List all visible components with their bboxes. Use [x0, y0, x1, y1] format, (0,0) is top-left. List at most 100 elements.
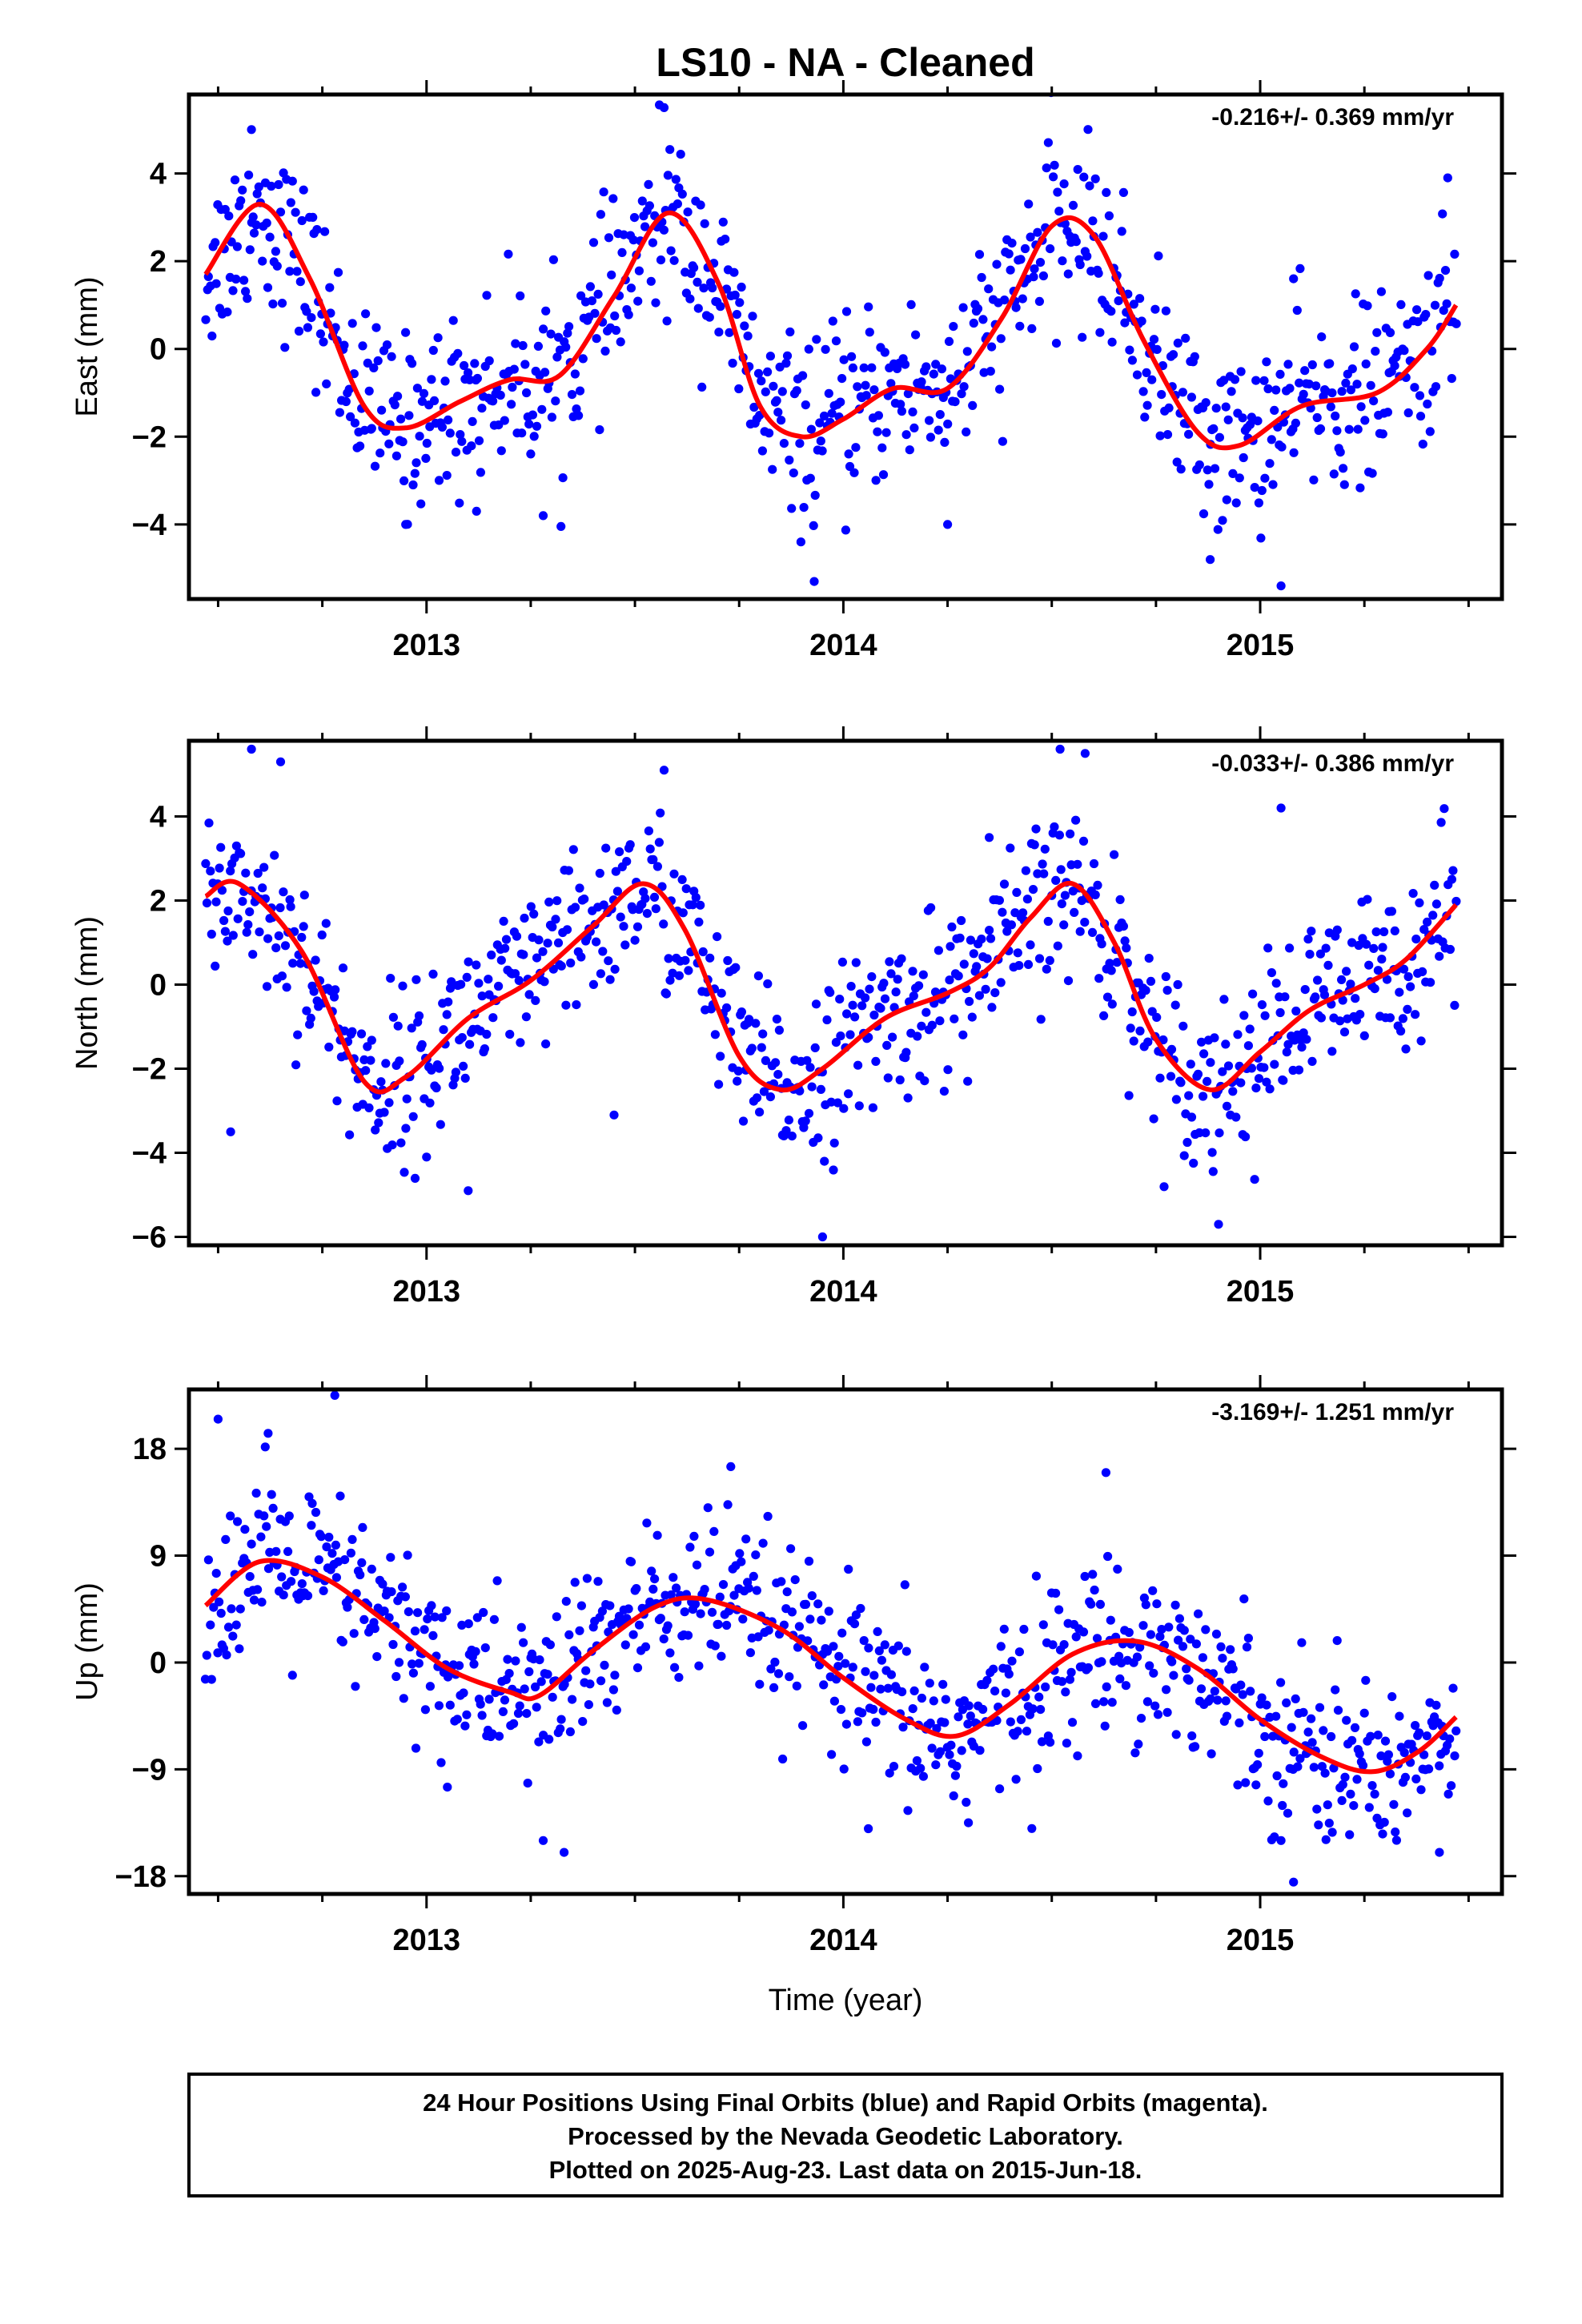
y-tick-label: 9	[150, 1540, 167, 1574]
data-point	[992, 259, 1002, 269]
data-point	[567, 390, 577, 400]
data-point	[1344, 424, 1354, 434]
data-point	[632, 922, 643, 931]
data-point	[460, 360, 469, 371]
data-point	[1157, 1625, 1166, 1634]
data-point	[1209, 424, 1219, 433]
data-point	[248, 950, 258, 959]
data-point	[665, 145, 675, 155]
data-point	[496, 955, 506, 965]
data-point	[1415, 412, 1426, 421]
data-point	[477, 404, 487, 413]
data-point	[665, 1648, 675, 1658]
data-point	[1413, 317, 1423, 327]
data-point	[1042, 163, 1051, 173]
data-point	[954, 971, 963, 981]
data-point	[521, 1012, 532, 1022]
data-point	[444, 415, 453, 425]
data-point	[277, 1572, 287, 1582]
fit-curve-east	[203, 201, 1459, 451]
data-point	[597, 1606, 608, 1616]
y-tick-label: −2	[132, 420, 167, 454]
data-point	[787, 504, 797, 513]
data-point	[713, 1619, 723, 1629]
data-point	[666, 246, 676, 255]
data-point	[576, 291, 586, 300]
data-point	[340, 1555, 350, 1565]
data-point	[528, 410, 538, 420]
data-point	[1338, 995, 1347, 1005]
data-point	[829, 1138, 839, 1148]
data-point	[605, 1601, 615, 1610]
data-point	[1358, 1761, 1368, 1771]
data-point	[403, 1550, 412, 1560]
data-point	[737, 1557, 746, 1566]
data-point	[1346, 1789, 1355, 1799]
data-point	[1129, 1036, 1138, 1046]
data-point	[523, 1779, 532, 1788]
data-point	[552, 896, 562, 906]
data-point	[1359, 1708, 1369, 1718]
data-point	[846, 982, 856, 991]
data-point	[280, 343, 290, 352]
data-point	[251, 1488, 261, 1498]
data-point	[1423, 399, 1432, 409]
data-point	[1059, 1640, 1069, 1650]
data-point	[511, 1656, 520, 1666]
data-point	[231, 841, 241, 850]
data-point	[369, 363, 379, 372]
data-point	[817, 446, 827, 456]
data-point	[1210, 1033, 1219, 1043]
data-point	[1341, 378, 1351, 388]
data-point	[1373, 966, 1383, 975]
data-point	[1114, 296, 1123, 306]
data-point	[267, 181, 276, 191]
data-point	[678, 908, 688, 918]
y-tick-label: 2	[150, 245, 167, 279]
data-point	[1039, 869, 1049, 879]
rate-annotation-up: -3.169+/- 1.251 mm/yr	[1211, 1399, 1454, 1425]
data-point	[779, 439, 789, 448]
data-point	[723, 955, 733, 966]
data-point	[1203, 465, 1212, 475]
data-point	[957, 915, 966, 926]
data-point	[1235, 1718, 1244, 1727]
data-point	[329, 992, 339, 1002]
data-point-outlier	[1289, 274, 1299, 283]
data-point	[1107, 1698, 1117, 1707]
data-point	[1329, 469, 1339, 479]
data-point	[1028, 1704, 1038, 1714]
data-point	[670, 1663, 680, 1672]
data-point	[1078, 836, 1089, 846]
data-point	[345, 1130, 355, 1140]
data-point	[505, 1029, 515, 1039]
data-point	[849, 468, 859, 477]
data-point	[1221, 402, 1231, 412]
data-point	[1022, 1727, 1032, 1736]
data-point	[1295, 263, 1305, 273]
data-point	[656, 808, 665, 818]
data-point	[1115, 1674, 1125, 1683]
data-point	[616, 337, 625, 347]
data-point	[1243, 1041, 1253, 1051]
data-point	[916, 1763, 926, 1773]
data-point-outlier	[1055, 744, 1065, 754]
data-point	[1324, 1819, 1334, 1828]
data-point	[1027, 1823, 1037, 1833]
data-point	[1086, 1599, 1096, 1609]
data-point	[507, 400, 516, 409]
data-point	[1083, 125, 1093, 135]
data-point	[488, 1729, 497, 1739]
data-point	[1006, 265, 1015, 275]
data-point	[817, 1615, 826, 1625]
data-point	[624, 1604, 633, 1614]
data-point	[593, 289, 603, 299]
data-point	[1333, 1706, 1343, 1715]
data-point	[722, 1620, 732, 1630]
data-point	[718, 217, 728, 227]
data-point	[1277, 442, 1287, 452]
data-point	[1396, 300, 1406, 309]
data-point	[954, 1712, 963, 1722]
data-point	[921, 362, 931, 372]
